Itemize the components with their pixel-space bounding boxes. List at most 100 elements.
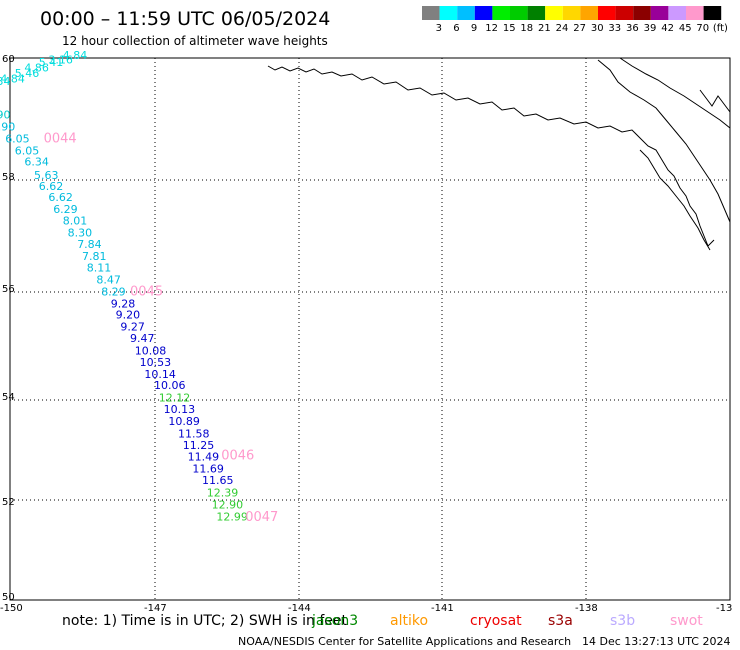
- colorbar-swatch: [562, 6, 581, 20]
- satellite-legend: jason3 altiko cryosat s3a s3b swot: [311, 613, 703, 629]
- colorbar-swatch: [633, 6, 651, 20]
- colorbar-label: 33: [608, 23, 621, 34]
- wave-height-label: 10.08: [135, 344, 167, 357]
- colorbar-swatch: [580, 6, 598, 20]
- wave-height-label: 4.84: [0, 72, 25, 85]
- wave-height-label: 10.06: [154, 379, 186, 392]
- colorbar-label: 3: [436, 23, 442, 34]
- colorbar-swatch: [510, 6, 528, 20]
- wave-height-label: 11.58: [178, 427, 210, 440]
- wave-height-label: 9.20: [116, 309, 141, 322]
- satellite-legend-item: jason3: [311, 613, 358, 629]
- satellite-legend-item: s3a: [548, 613, 573, 629]
- colorbar-label: 39: [644, 23, 657, 34]
- colorbar-label: 70: [696, 23, 709, 34]
- wave-height-label: 6.29: [53, 203, 77, 216]
- lon-tick-147: -147: [144, 603, 167, 614]
- wave-height-label: 12.12: [159, 392, 191, 405]
- wave-height-label: 11.49: [188, 451, 220, 464]
- lon-tick-138: -138: [575, 603, 598, 614]
- pass-time-label: 0046: [221, 449, 254, 464]
- timestamp-text: 14 Dec 13:27:13 UTC 2024: [582, 635, 730, 648]
- satellite-legend-item: cryosat: [470, 613, 522, 629]
- lat-tick-54: 54: [2, 392, 15, 403]
- wave-height-label: 5.90: [0, 109, 11, 122]
- colorbar-swatch: [422, 6, 440, 20]
- lat-tick-56: 56: [2, 284, 15, 295]
- lat-tick-52: 52: [2, 497, 15, 508]
- wave-height-label: 6.05: [5, 133, 30, 146]
- lat-tick-60: 60: [2, 54, 15, 65]
- colorbar-legend: 3 6 9 12 15 18 21 24 27 30 33 36 39 42 45 70 (ft): [422, 6, 728, 34]
- pass-time-label: 0044: [44, 132, 77, 147]
- satellite-legend-item: altiko: [390, 613, 428, 629]
- coastline-islands: [639, 149, 711, 251]
- wave-height-label: 6.34: [24, 155, 49, 168]
- coastline-main: [267, 65, 715, 247]
- wave-height-label: 6.62: [39, 180, 64, 193]
- map-frame: [9, 57, 731, 601]
- lat-tick-58: 58: [2, 172, 15, 183]
- wave-height-label: 6.05: [15, 144, 40, 157]
- colorbar-swatch: [527, 6, 546, 20]
- wave-height-label: 5.34: [0, 75, 11, 88]
- wave-height-label: 10.53: [140, 356, 172, 369]
- wave-height-label: 12.99: [216, 510, 248, 523]
- wave-height-label: 12.90: [212, 498, 244, 511]
- credit-text: NOAA/NESDIS Center for Satellite Applica…: [238, 635, 571, 648]
- colorbar-label: 27: [573, 23, 586, 34]
- wave-height-label: 5.46: [15, 67, 40, 80]
- lon-tick-144: -144: [288, 603, 311, 614]
- footer-note: note: 1) Time is in UTC; 2) SWH is in fe…: [62, 613, 348, 629]
- colorbar-label: 36: [626, 23, 639, 34]
- colorbar-swatch: [686, 6, 704, 20]
- wave-height-label: 9.27: [120, 321, 144, 334]
- wave-height-label: 5.63: [34, 169, 59, 182]
- wave-height-label: 10.13: [164, 403, 196, 416]
- wave-height-label: 8.11: [87, 262, 112, 275]
- map-subtitle: 12 hour collection of altimeter wave hei…: [62, 34, 328, 48]
- wave-height-label: 8.30: [68, 226, 93, 239]
- wave-height-label: 7.81: [82, 250, 107, 263]
- wave-height-label: 7.84: [77, 238, 102, 251]
- colorbar-label: 15: [503, 23, 516, 34]
- colorbar-label: 24: [556, 23, 569, 34]
- wave-height-label: 4.84: [63, 49, 88, 62]
- wave-height-label: 11.69: [192, 463, 224, 476]
- colorbar-label: 21: [538, 23, 551, 34]
- colorbar-label: 30: [591, 23, 604, 34]
- wave-height-label: 8.47: [96, 273, 121, 286]
- coastline: [267, 57, 731, 251]
- wave-height-label: 12.39: [207, 486, 239, 499]
- colorbar-swatch: [545, 6, 563, 20]
- wave-height-label: 8.29: [101, 285, 126, 298]
- coastline-fjord: [699, 89, 731, 113]
- colorbar-swatch: [439, 6, 458, 20]
- colorbar-label: 45: [679, 23, 692, 34]
- coastline-north: [619, 57, 731, 129]
- map-title: 00:00 – 11:59 UTC 06/05/2024: [40, 8, 330, 30]
- colorbar-swatch: [457, 6, 475, 20]
- wave-height-label: 8.01: [63, 214, 88, 227]
- lon-tick-141: -141: [431, 603, 454, 614]
- wave-height-label: 3.16: [48, 53, 73, 66]
- colorbar-label: 42: [661, 23, 674, 34]
- pass-time-label: 0045: [130, 284, 163, 299]
- wave-height-label: 9.28: [111, 297, 136, 310]
- wave-height-label: 6.62: [48, 191, 73, 204]
- colorbar-swatch: [474, 6, 493, 20]
- colorbar-label: 6: [453, 23, 459, 34]
- coastline-inner: [597, 59, 731, 223]
- graticule: [10, 58, 730, 600]
- satellite-legend-item: swot: [670, 613, 703, 629]
- lon-tick-150: -150: [0, 603, 23, 614]
- wave-height-label: 11.25: [183, 439, 215, 452]
- colorbar-label: 9: [471, 23, 477, 34]
- colorbar-label: (ft): [713, 23, 728, 34]
- wave-height-labels: 4.843.165.414.865.464.845.344.554.754.02…: [0, 49, 248, 523]
- colorbar-swatch: [703, 6, 722, 20]
- lat-tick-50: 50: [2, 592, 15, 603]
- wave-height-label: 4.86: [24, 62, 49, 75]
- pass-time-labels: 11490044004500460047: [44, 132, 279, 525]
